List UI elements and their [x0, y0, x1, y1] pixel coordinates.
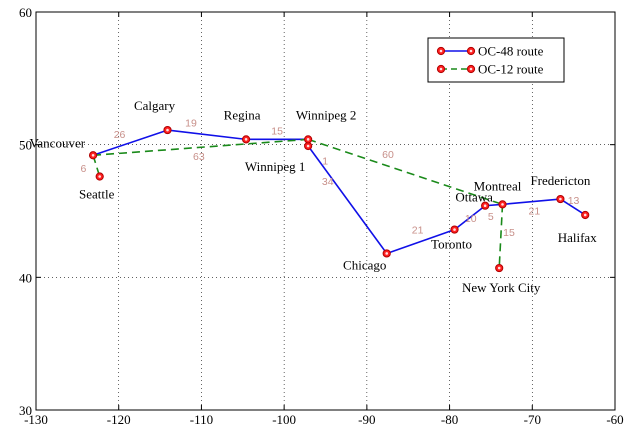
y-tick-label: 40: [19, 270, 32, 285]
marker-center: [98, 175, 101, 178]
node-winnipeg2: [304, 135, 313, 144]
city-label-vancouver: Vancouver: [29, 135, 85, 150]
edge-label-toronto-ottawa: 10: [465, 213, 477, 225]
link-vancouver-winnipeg2: [93, 138, 309, 157]
edge-label-vancouver-winnipeg2: 63: [193, 151, 205, 163]
link-vancouver-calgary: [92, 129, 168, 157]
city-label-chicago: Chicago: [343, 257, 386, 272]
y-tick-label: 60: [19, 5, 32, 20]
city-nodes: [88, 125, 590, 273]
link-montreal-newyork: [498, 204, 504, 269]
city-label-newyork: New York City: [462, 280, 541, 295]
marker-center: [453, 228, 456, 231]
link-chicago-toronto: [386, 228, 455, 255]
marker-center: [469, 49, 473, 53]
marker-center: [244, 138, 248, 141]
edge-label-winnipeg1-chicago: 34: [322, 176, 334, 188]
legend: OC-48 route OC-12 route: [427, 37, 565, 83]
marker-center: [166, 128, 169, 132]
x-tick-label: -60: [606, 412, 623, 427]
marker-center: [306, 144, 310, 148]
node-chicago: [382, 249, 391, 258]
link-fredericton-halifax: [559, 198, 586, 216]
edge-labels: 26 19 15 1 34 21 10 5 21 13 6 63 60 15: [80, 117, 579, 239]
marker-center: [439, 67, 443, 71]
city-labels: Vancouver Seattle Calgary Regina Winnipeg 1 W…: [29, 98, 597, 295]
marker-center: [583, 213, 587, 217]
node-newyork: [495, 263, 504, 273]
x-tick-label: -100: [272, 412, 296, 427]
grid-lines: [36, 12, 615, 410]
city-label-ottawa: Ottawa: [455, 190, 493, 205]
y-tick-label: 50: [19, 138, 32, 153]
marker-center: [385, 252, 389, 255]
city-label-toronto: Toronto: [431, 237, 472, 252]
city-label-winnipeg1: Winnipeg 1: [245, 159, 306, 174]
x-tick-label: -80: [441, 412, 458, 427]
city-label-regina: Regina: [224, 107, 261, 122]
marker-center: [306, 138, 310, 141]
x-tick-label: -110: [190, 412, 213, 427]
link-winnipeg2-montreal: [307, 138, 503, 206]
marker-center: [483, 204, 487, 207]
edge-label-vancouver-calgary: 26: [114, 129, 126, 141]
node-regina: [241, 135, 251, 144]
node-halifax: [581, 210, 590, 220]
edge-label-calgary-regina: 19: [185, 117, 197, 129]
legend-marker: [436, 46, 446, 56]
link-winnipeg1-chicago: [307, 145, 388, 254]
edge-label-montreal-newyork: 15: [503, 227, 515, 239]
node-montreal: [498, 200, 507, 209]
marker-center: [501, 203, 504, 206]
node-calgary: [163, 125, 172, 135]
city-label-winnipeg2: Winnipeg 2: [296, 107, 357, 122]
node-winnipeg1: [304, 141, 313, 151]
edge-label-fredericton-halifax: 13: [568, 195, 580, 207]
edge-label-chicago-toronto: 21: [412, 225, 424, 237]
node-ottawa: [481, 201, 490, 210]
legend-label-0: OC-48 route: [478, 44, 544, 59]
node-toronto: [450, 225, 459, 234]
axis-ticks: -130 -120 -110 -100 -90 -80 -70 -60 30 40 50 60: [19, 5, 624, 427]
link-montreal-fredericton: [502, 198, 561, 206]
city-label-montreal: Montreal: [474, 178, 522, 193]
edge-label-ottawa-montreal: 5: [488, 211, 494, 223]
city-label-seattle: Seattle: [79, 187, 115, 202]
marker-center: [469, 67, 473, 71]
marker-center: [497, 266, 501, 270]
edge-label-winnipeg2-montreal: 60: [382, 149, 394, 161]
y-tick-label: 30: [19, 403, 32, 418]
x-tick-label: -120: [107, 412, 131, 427]
city-label-halifax: Halifax: [558, 230, 597, 245]
marker-center: [559, 197, 562, 201]
city-label-fredericton: Fredericton: [530, 173, 590, 188]
link-calgary-regina: [167, 129, 247, 141]
marker-center: [439, 49, 443, 53]
plot-frame: [35, 11, 616, 411]
marker-center: [91, 153, 95, 157]
edge-label-winnipeg2-winnipeg1: 1: [322, 156, 328, 168]
legend-label-1: OC-12 route: [478, 62, 544, 77]
link-toronto-ottawa: [454, 205, 486, 231]
legend-box: [427, 37, 565, 83]
node-fredericton: [556, 194, 565, 204]
x-tick-label: -70: [524, 412, 541, 427]
legend-marker: [436, 64, 446, 74]
legend-marker: [466, 46, 476, 56]
edge-label-vancouver-seattle: 6: [80, 163, 86, 175]
node-seattle: [95, 172, 104, 181]
x-tick-label: -90: [358, 412, 375, 427]
legend-marker: [466, 64, 476, 74]
edge-label-regina-winnipeg2: 15: [271, 125, 283, 137]
edge-label-montreal-fredericton: 21: [529, 205, 541, 217]
node-vancouver: [88, 151, 98, 160]
city-label-calgary: Calgary: [134, 98, 176, 113]
x-tick-label: -130: [24, 412, 48, 427]
